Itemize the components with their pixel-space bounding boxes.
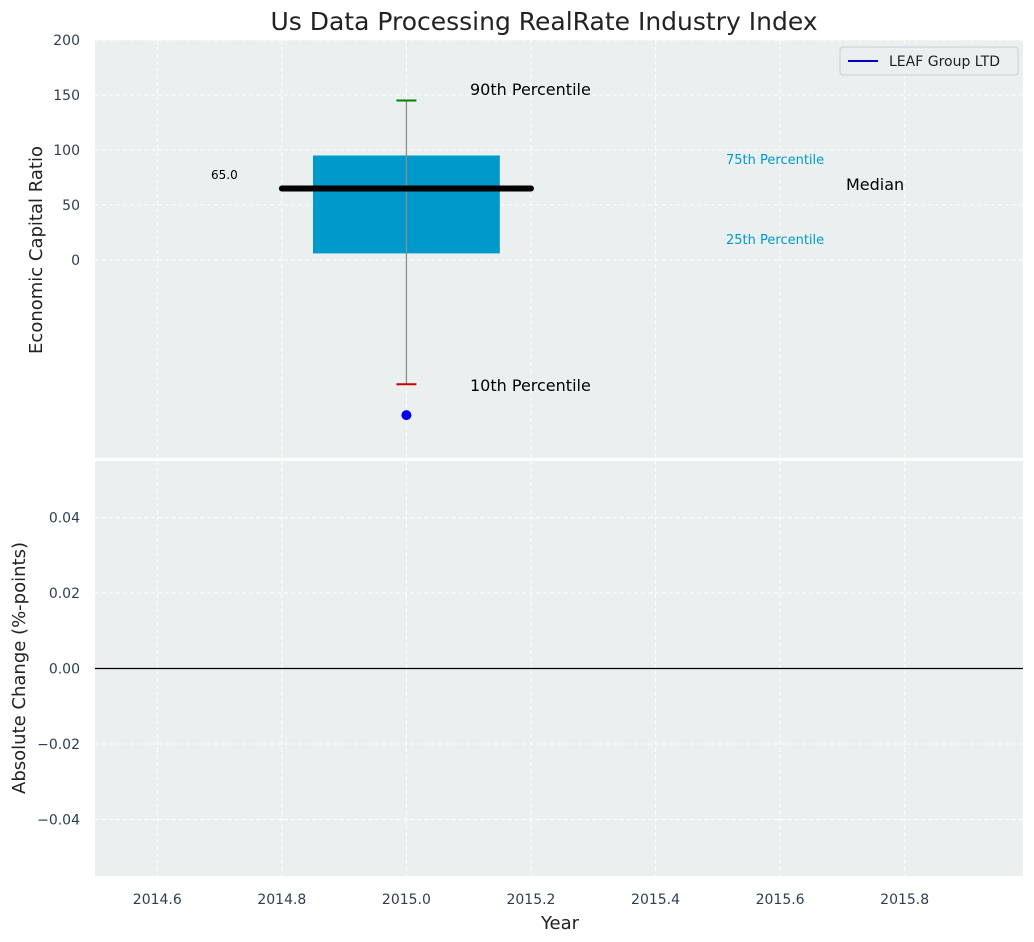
p10-annotation: 10th Percentile bbox=[470, 376, 591, 395]
bottom-y-tick-labels: 0.04 0.02 0.00 −0.02 −0.04 bbox=[37, 511, 80, 829]
x-tick-label: 2015.2 bbox=[506, 892, 555, 908]
x-tick-labels: 2014.6 2014.8 2015.0 2015.2 2015.4 2015.6 2015… bbox=[133, 892, 929, 908]
top-y-axis-label: Economic Capital Ratio bbox=[26, 146, 47, 354]
top-panel: 0 50 100 150 200 Economic Capital Ratio 90th… bbox=[26, 33, 1023, 458]
bottom-y-tick-label: 0.00 bbox=[49, 662, 80, 678]
median-annotation: Median bbox=[846, 175, 904, 194]
bottom-y-tick-label: 0.02 bbox=[49, 586, 80, 602]
median-value-label: 65.0 bbox=[211, 168, 238, 182]
legend-entry-label: LEAF Group LTD bbox=[889, 54, 1000, 70]
top-gridlines bbox=[95, 39, 1023, 458]
x-tick-label: 2015.4 bbox=[631, 892, 680, 908]
bottom-y-axis-label: Absolute Change (%-points) bbox=[9, 542, 30, 794]
top-plot-background bbox=[95, 40, 1023, 458]
company-point bbox=[401, 410, 412, 421]
p25-annotation: 25th Percentile bbox=[726, 233, 824, 248]
bottom-y-tick-label: −0.02 bbox=[37, 737, 80, 753]
x-tick-label: 2015.8 bbox=[880, 892, 929, 908]
top-y-tick-label: 50 bbox=[62, 198, 80, 214]
top-y-tick-label: 100 bbox=[53, 143, 80, 159]
top-y-tick-label: 200 bbox=[53, 33, 80, 49]
bottom-panel: 0.04 0.02 0.00 −0.02 −0.04 2014.6 2014.8 2015.… bbox=[9, 461, 1023, 934]
x-tick-label: 2014.6 bbox=[133, 892, 182, 908]
x-tick-label: 2015.6 bbox=[756, 892, 805, 908]
legend: LEAF Group LTD bbox=[839, 46, 1019, 76]
top-y-tick-labels: 0 50 100 150 200 bbox=[53, 33, 80, 269]
p75-annotation: 75th Percentile bbox=[726, 153, 824, 168]
bottom-gridlines bbox=[95, 461, 1023, 876]
box-plot bbox=[278, 99, 534, 421]
top-y-tick-label: 150 bbox=[53, 88, 80, 104]
p90-annotation: 90th Percentile bbox=[470, 80, 591, 99]
chart-title: Us Data Processing RealRate Industry Ind… bbox=[270, 7, 817, 36]
x-tick-label: 2015.0 bbox=[382, 892, 431, 908]
bottom-y-tick-label: −0.04 bbox=[37, 812, 80, 828]
legend-box bbox=[839, 46, 1019, 76]
top-y-tick-label: 0 bbox=[71, 253, 80, 269]
bottom-y-tick-label: 0.04 bbox=[49, 511, 80, 527]
x-axis-label: Year bbox=[540, 913, 580, 934]
x-tick-label: 2014.8 bbox=[257, 892, 306, 908]
